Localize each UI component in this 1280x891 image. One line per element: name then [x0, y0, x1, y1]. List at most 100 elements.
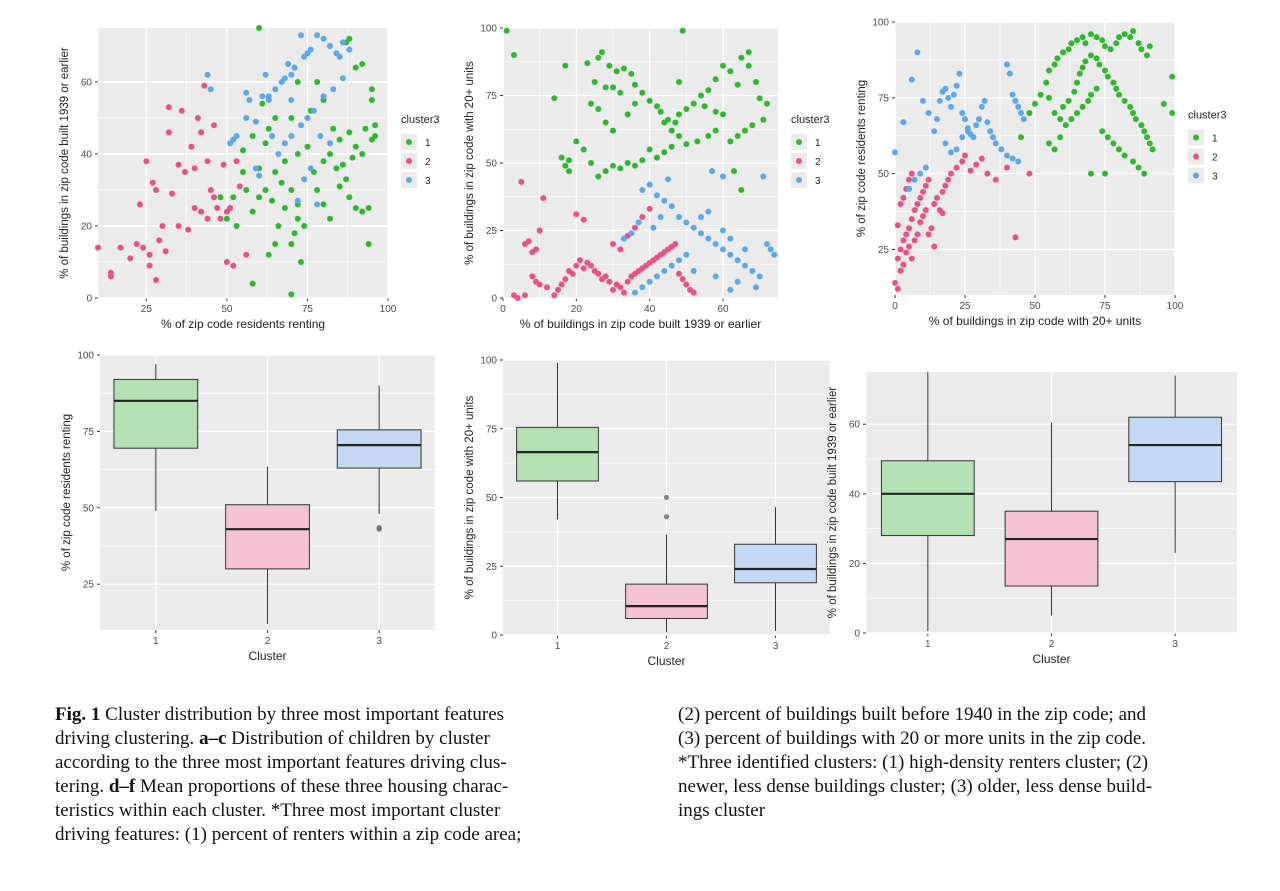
scatter-point-cluster-2 [920, 213, 926, 220]
scatter-point-cluster-1 [359, 208, 366, 215]
legend-label: 2 [815, 157, 821, 168]
scatter-point-cluster-3 [981, 97, 988, 104]
outlier-point [663, 514, 670, 520]
scatter-point-cluster-1 [352, 64, 359, 71]
x-tick-label: 2 [664, 641, 670, 652]
scatter-point-cluster-3 [698, 230, 704, 237]
scatter-point-cluster-1 [336, 136, 343, 143]
scatter-point-cluster-1 [599, 49, 605, 56]
scatter-point-cluster-1 [1130, 28, 1136, 35]
scatter-point-cluster-2 [959, 158, 966, 165]
y-tick-label: 0 [491, 294, 497, 305]
scatter-point-cluster-1 [602, 84, 609, 91]
scatter-point-cluster-2 [679, 276, 686, 283]
caption-line: driving features: (1) percent of renters… [55, 824, 522, 845]
scatter-point-cluster-1 [734, 133, 741, 139]
y-tick-label: 60 [849, 420, 861, 431]
scatter-point-cluster-3 [676, 257, 682, 264]
scatter-point-cluster-2 [984, 170, 991, 177]
legend-marker [796, 139, 802, 145]
y-tick-label: 60 [81, 78, 93, 89]
box-cluster-2 [1004, 510, 1099, 587]
scatter-point-cluster-2 [897, 267, 904, 274]
legend-label: 2 [425, 157, 431, 168]
y-tick-label: 0 [491, 631, 497, 642]
scatter-point-cluster-1 [327, 151, 333, 157]
scatter-point-cluster-1 [606, 62, 613, 69]
scatter-point-cluster-1 [1110, 140, 1117, 147]
y-tick-label: 50 [486, 493, 498, 504]
scatter-point-cluster-2 [617, 246, 624, 253]
boxplot-panel-f: 1 2 3 0 20 40 60 Cluster % of buildings in zip c… [827, 372, 1237, 666]
scatter-point-cluster-1 [654, 103, 660, 110]
scatter-point-cluster-1 [298, 259, 304, 265]
scatter-point-cluster-3 [742, 246, 748, 253]
legend-marker [796, 158, 802, 164]
scatter-point-cluster-2 [624, 278, 631, 285]
scatter-point-cluster-1 [1054, 55, 1061, 62]
scatter-point-cluster-3 [310, 107, 317, 114]
scatter-point-cluster-1 [349, 154, 356, 161]
scatter-point-cluster-3 [917, 170, 924, 177]
scatter-point-cluster-2 [514, 295, 521, 301]
scatter-point-cluster-2 [897, 201, 904, 207]
caption-text: Distribution of children by cluster [226, 728, 490, 749]
scatter-point-cluster-3 [233, 133, 240, 139]
scatter-point-cluster-1 [562, 62, 569, 69]
scatter-point-cluster-1 [672, 119, 679, 126]
scatter-point-cluster-2 [220, 161, 227, 168]
x-tick-label: 3 [1172, 639, 1178, 650]
y-tick-label: 20 [81, 222, 93, 233]
scatter-point-cluster-3 [275, 151, 282, 157]
y-tick-label: 100 [480, 24, 497, 35]
scatter-point-cluster-3 [720, 173, 726, 180]
scatter-point-cluster-1 [566, 157, 572, 164]
scatter-point-cluster-1 [753, 79, 759, 85]
scatter-point-cluster-2 [518, 178, 525, 185]
caption-fig-label: Fig. 1 [55, 704, 101, 725]
scatter-point-cluster-3 [727, 251, 734, 258]
scatter-point-cluster-2 [894, 285, 901, 292]
x-tick-label: 20 [571, 304, 583, 315]
scatter-point-cluster-2 [973, 161, 980, 168]
scatter-point-cluster-3 [942, 85, 949, 92]
scatter-point-cluster-2 [903, 231, 910, 238]
scatter-point-cluster-2 [934, 194, 940, 201]
scatter-point-cluster-1 [1043, 79, 1050, 86]
scatter-point-cluster-3 [635, 219, 642, 226]
scatter-point-cluster-1 [1074, 110, 1080, 116]
scatter-point-cluster-1 [738, 54, 745, 61]
scatter-point-cluster-2 [233, 158, 240, 165]
scatter-point-cluster-1 [727, 138, 734, 145]
x-axis-title: Cluster [647, 654, 685, 668]
scatter-point-cluster-2 [243, 251, 250, 258]
scatter-point-cluster-2 [194, 115, 201, 121]
x-tick-label: 100 [380, 304, 397, 315]
scatter-point-cluster-1 [712, 108, 719, 115]
scatter-point-cluster-2 [204, 158, 211, 165]
scatter-point-cluster-1 [1160, 100, 1167, 107]
scatter-point-cluster-3 [298, 122, 304, 129]
scatter-point-cluster-1 [646, 97, 653, 104]
scatter-point-cluster-1 [294, 215, 301, 222]
scatter-point-cluster-1 [320, 158, 327, 165]
scatter-point-cluster-1 [1169, 110, 1176, 116]
scatter-point-cluster-2 [185, 226, 192, 233]
x-tick-label: 0 [500, 304, 506, 315]
scatter-point-cluster-3 [314, 32, 321, 39]
scatter-point-cluster-3 [281, 75, 288, 82]
scatter-point-cluster-1 [1060, 103, 1066, 110]
scatter-point-cluster-1 [1121, 31, 1128, 38]
scatter-point-cluster-2 [900, 237, 907, 244]
scatter-point-cluster-1 [731, 168, 737, 175]
y-tick-label: 25 [878, 245, 890, 256]
scatter-point-cluster-3 [288, 97, 295, 103]
x-tick-label: 1 [925, 639, 931, 650]
scatter-point-cluster-1 [320, 201, 327, 208]
box-cluster-1 [113, 378, 199, 449]
scatter-point-cluster-1 [661, 119, 668, 126]
scatter-point-cluster-1 [249, 208, 256, 215]
scatter-point-cluster-1 [511, 52, 517, 58]
outlier-point [663, 494, 670, 501]
scatter-point-cluster-2 [906, 176, 912, 183]
